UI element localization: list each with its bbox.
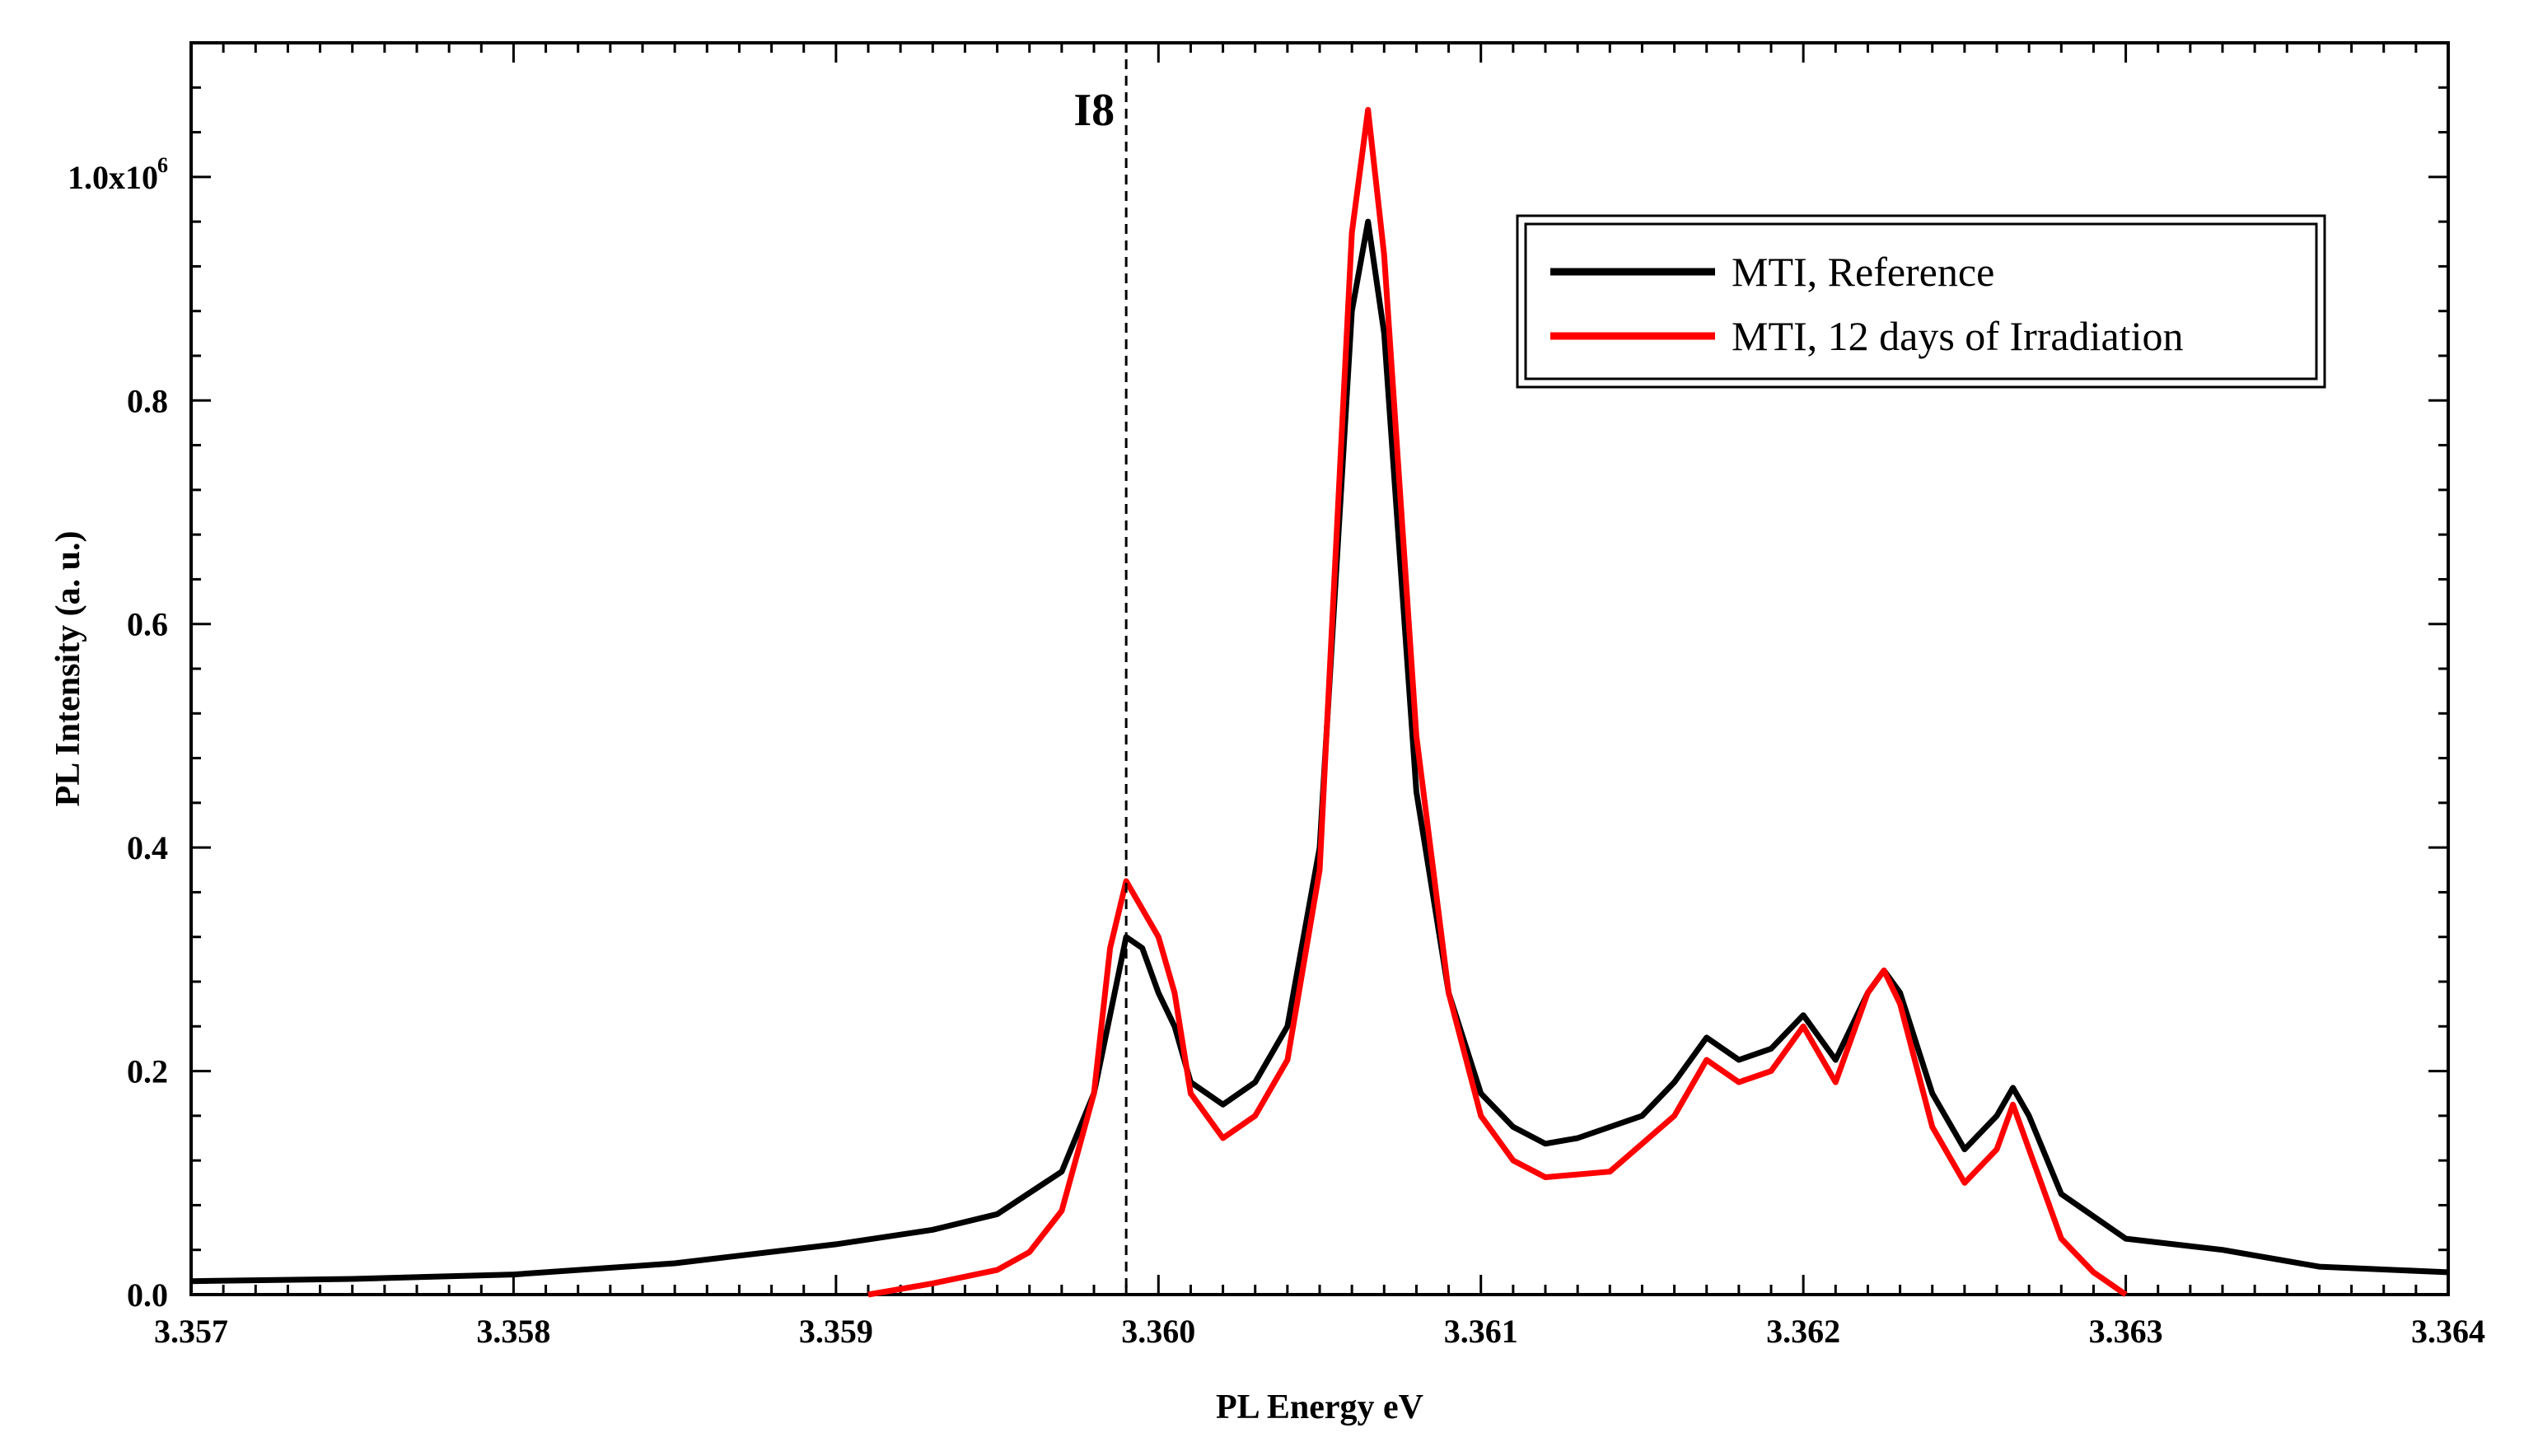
- legend-label: MTI, Reference: [1732, 249, 1994, 295]
- x-tick-label: 3.362: [1766, 1313, 1840, 1350]
- legend-label: MTI, 12 days of Irradiation: [1732, 313, 2183, 359]
- axes: 3.357 3.358 3.359 3.360 3.361 3.362 3.363 3.364…: [49, 41, 2485, 1426]
- y-tick-label: 0.6: [127, 606, 168, 643]
- x-tick-label: 3.364: [2411, 1313, 2485, 1350]
- x-tick-label: 3.360: [1121, 1313, 1195, 1350]
- y-tick-label-exponent: 6: [157, 153, 168, 177]
- series-line-reference: [190, 218, 2449, 1285]
- x-tick-label: 3.359: [799, 1313, 873, 1350]
- y-tick-label: 0.8: [127, 382, 168, 419]
- x-tick-label: 3.361: [1444, 1313, 1518, 1350]
- y-axis-title: PL Intensity (a. u.): [49, 531, 87, 807]
- series-layer: [190, 106, 2449, 1298]
- annotation-label: I8: [1073, 85, 1115, 136]
- legend-frame-inner: [1524, 222, 2318, 380]
- legend-frame-outer: [1516, 214, 2326, 389]
- x-tick-label: 3.363: [2089, 1313, 2163, 1350]
- y-tick-label-multiplier: 1.0x10: [68, 159, 158, 196]
- y-tick-label: 0.2: [127, 1053, 168, 1090]
- x-tick-label: 3.358: [476, 1313, 550, 1350]
- y-tick-label: 0.0: [127, 1276, 168, 1314]
- x-tick-label: 3.357: [154, 1313, 228, 1350]
- y-tick-label: 0.4: [127, 829, 168, 866]
- annotations: I8: [1073, 43, 1128, 1295]
- series-line-irradiated: [867, 106, 2128, 1298]
- x-axis-title: PL Energy eV: [1216, 1388, 1423, 1426]
- legend: MTI, Reference MTI, 12 days of Irradiatio…: [1516, 214, 2326, 389]
